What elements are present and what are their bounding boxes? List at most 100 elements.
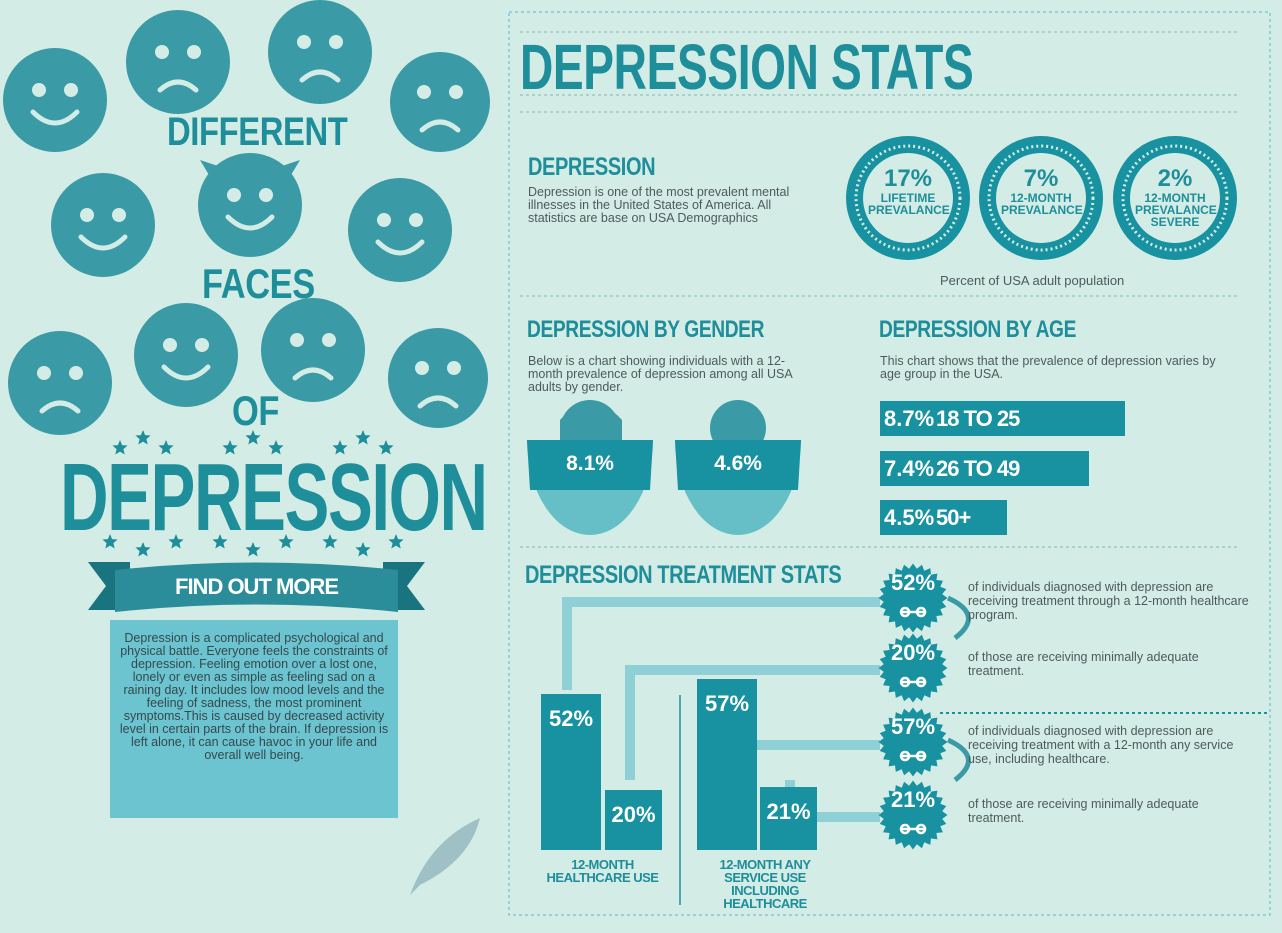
arrows [946, 595, 971, 782]
item-text: of individuals diagnosed with depression… [968, 580, 1249, 622]
age-bar [880, 401, 1126, 436]
age-bar-label: 7.4% [884, 456, 935, 481]
eye [329, 35, 343, 49]
title-line: DEPRESSION [60, 444, 488, 551]
eye [69, 366, 83, 380]
item-text: of those are receiving minimally adequat… [968, 650, 1199, 678]
gender-value: 8.1% [566, 452, 614, 475]
star [222, 440, 238, 455]
age-group: 26 TO 49 [936, 456, 1020, 481]
heading: DEPRESSION [528, 153, 656, 181]
face [388, 328, 488, 428]
star [378, 440, 394, 455]
star [158, 440, 174, 455]
eye [259, 188, 273, 202]
face [51, 173, 155, 277]
face [198, 153, 302, 257]
eye [32, 83, 46, 97]
paragraph: This chart shows that the prevalence of … [880, 354, 1216, 381]
treatment-bar-label: 57% [704, 691, 750, 716]
heading: DEPRESSION BY AGE [879, 316, 1076, 343]
badge [878, 633, 948, 703]
mouth [299, 69, 341, 83]
treatment-bar-label: 52% [548, 706, 594, 731]
mouth [375, 239, 425, 256]
title-line: DIFFERENT [167, 110, 348, 154]
treatment-bar [760, 787, 817, 850]
badge-icon [899, 606, 927, 618]
star [245, 430, 261, 445]
eye [64, 83, 78, 97]
horns [200, 160, 300, 185]
mouth [419, 119, 461, 133]
title-line: FACES [202, 260, 315, 307]
paragraph: Below is a chart showing individuals wit… [528, 354, 793, 394]
mouth [30, 109, 80, 126]
title-line: OF [232, 387, 280, 434]
face [348, 178, 452, 282]
faces [3, 0, 490, 435]
treatment-bar [541, 694, 601, 850]
treatment-bar-label: 21% [766, 799, 811, 824]
badge-icon [899, 823, 927, 835]
eye [155, 45, 169, 59]
star [388, 534, 404, 549]
circle-caption: LIFETIME PREVALANCE [868, 191, 950, 217]
eye [290, 333, 304, 347]
description-box [110, 620, 398, 818]
eye [187, 45, 201, 59]
eye [417, 85, 431, 99]
badge-icon [899, 676, 927, 688]
badge-value: 52% [890, 570, 936, 595]
star [278, 534, 294, 549]
eye [80, 208, 94, 222]
face [8, 331, 112, 435]
group-label: 12-MONTH HEALTHCARE USE [546, 857, 659, 885]
mouth [39, 400, 81, 414]
star [355, 542, 371, 557]
star [168, 534, 184, 549]
age-bar [880, 451, 1089, 486]
badge-value: 21% [890, 787, 936, 812]
eye [449, 85, 463, 99]
star [112, 440, 128, 455]
gender-value: 4.6% [714, 452, 762, 475]
eye [227, 188, 241, 202]
eye [297, 35, 311, 49]
star [212, 534, 228, 549]
eye [415, 361, 429, 375]
mouth [417, 395, 459, 409]
button[interactable]: FIND OUT MORE [175, 574, 339, 599]
age-bar-label: 8.7% [884, 406, 935, 431]
gender-figures [527, 400, 801, 535]
circle-caption: 12-MONTH PREVALANCE [1001, 191, 1083, 217]
badge-icon [899, 750, 927, 762]
main-title: DEPRESSION STATS [520, 31, 974, 103]
star [135, 542, 151, 557]
heading: DEPRESSION BY GENDER [527, 316, 765, 343]
panel-border [508, 11, 1271, 916]
badge-value: 57% [890, 714, 936, 739]
circle-caption: 12-MONTH PREVALANCE SEVERE [1135, 191, 1217, 229]
treatment-bar-label: 20% [611, 802, 656, 827]
star [102, 534, 118, 549]
circle-value: 7% [1023, 165, 1059, 192]
mouth [161, 364, 211, 381]
mouth [78, 234, 128, 251]
eye [163, 338, 177, 352]
mouth [225, 214, 275, 231]
item-text: of those are receiving minimally adequat… [968, 797, 1199, 825]
star [245, 542, 261, 557]
star [135, 430, 151, 445]
age-group: 50+ [936, 505, 971, 530]
paragraph: Depression is one of the most prevalent … [528, 185, 790, 225]
face [268, 0, 372, 104]
face [134, 303, 238, 407]
ribbon [115, 562, 398, 612]
badge-value: 20% [890, 640, 936, 665]
badge [878, 563, 948, 633]
eye [322, 333, 336, 347]
stars [102, 430, 404, 557]
star [332, 440, 348, 455]
